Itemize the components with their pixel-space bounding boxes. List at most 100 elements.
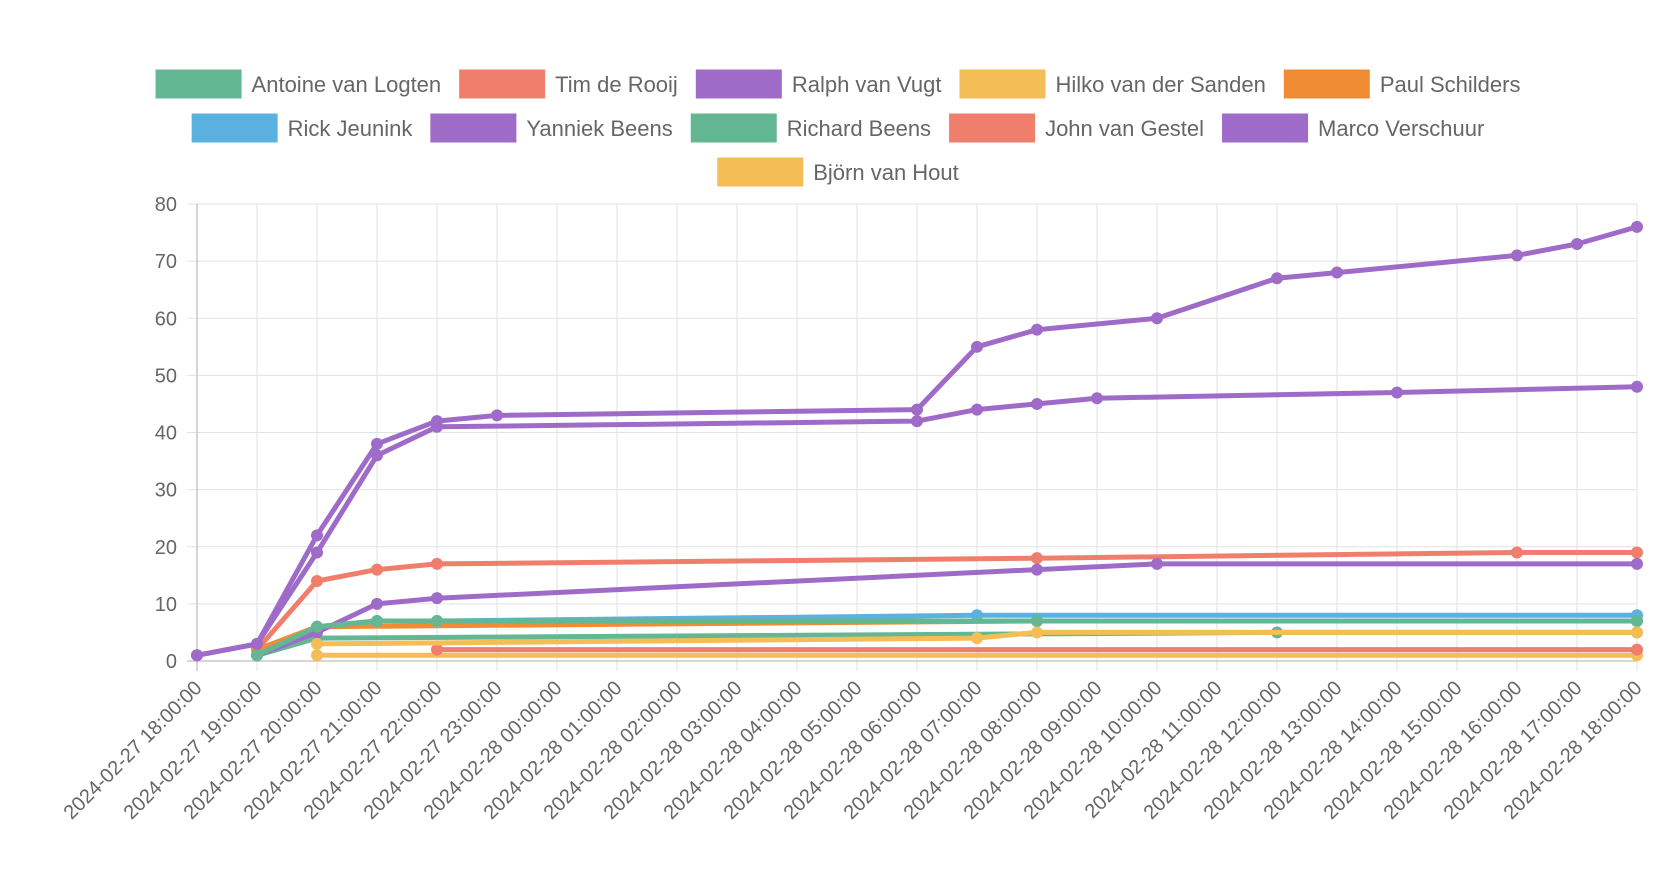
legend-swatch xyxy=(695,69,782,99)
data-point xyxy=(1091,392,1103,405)
data-point xyxy=(311,649,323,662)
legend-swatch xyxy=(690,113,777,143)
data-point xyxy=(911,415,923,428)
data-point xyxy=(251,637,263,650)
legend-label: Yanniek Beens xyxy=(526,116,672,141)
data-point xyxy=(311,575,323,588)
legend-item-paul-schilders[interactable]: Paul Schilders xyxy=(1283,69,1521,99)
series-john-van-gestel xyxy=(431,643,1643,656)
data-point xyxy=(1631,380,1643,393)
y-tick-label: 30 xyxy=(155,480,177,502)
data-point xyxy=(1031,615,1043,628)
y-tick-label: 20 xyxy=(155,537,177,559)
legend-swatch xyxy=(191,113,278,143)
series-line xyxy=(314,629,1640,647)
legend-swatch xyxy=(949,113,1036,143)
legend-item-rick-jeunink[interactable]: Rick Jeunink xyxy=(191,113,414,143)
legend-label: Richard Beens xyxy=(787,116,931,141)
y-tick-label: 0 xyxy=(166,651,177,673)
data-point xyxy=(311,546,323,559)
data-point xyxy=(311,620,323,633)
data-point xyxy=(431,643,443,656)
data-point xyxy=(1031,552,1043,565)
legend-label: Tim de Rooij xyxy=(555,72,678,97)
legend-item-richard-beens[interactable]: Richard Beens xyxy=(690,113,931,143)
data-point xyxy=(1511,546,1523,559)
legend-item-yanniek-beens[interactable]: Yanniek Beens xyxy=(430,113,673,143)
legend-item-john-van-gestel[interactable]: John van Gestel xyxy=(949,113,1204,143)
data-point xyxy=(431,420,443,433)
y-tick-label: 50 xyxy=(155,365,177,387)
data-point xyxy=(371,597,383,610)
data-point xyxy=(1631,220,1643,233)
legend-label: Antoine van Logten xyxy=(252,72,442,97)
series-marco-verschuur xyxy=(191,380,1643,662)
data-point xyxy=(971,609,983,622)
legend-label: Paul Schilders xyxy=(1380,72,1521,97)
legend-item-ralph-van-vugt[interactable]: Ralph van Vugt xyxy=(695,69,942,99)
data-point xyxy=(371,449,383,462)
data-point xyxy=(1031,323,1043,336)
y-axis: 0 10 20 30 40 50 60 70 80 xyxy=(155,194,177,673)
legend-label: Ralph van Vugt xyxy=(792,72,942,97)
legend-swatch xyxy=(1222,113,1309,143)
chart-series xyxy=(191,220,1643,662)
y-tick-label: 70 xyxy=(155,251,177,273)
data-point xyxy=(371,437,383,450)
data-point xyxy=(431,592,443,605)
data-point xyxy=(971,340,983,353)
data-point xyxy=(1631,557,1643,570)
legend-swatch xyxy=(1283,69,1370,99)
series-yanniek-beens xyxy=(251,557,1643,662)
data-point xyxy=(1271,272,1283,285)
legend-swatch xyxy=(459,69,546,99)
data-point xyxy=(971,632,983,645)
data-point xyxy=(431,557,443,570)
data-point xyxy=(1511,249,1523,262)
data-point xyxy=(1391,386,1403,399)
data-point xyxy=(1331,266,1343,279)
data-point xyxy=(1631,643,1643,656)
data-point xyxy=(1031,397,1043,410)
data-point xyxy=(911,403,923,416)
data-point xyxy=(1031,626,1043,639)
data-point xyxy=(1631,626,1643,639)
series-line xyxy=(254,618,1640,658)
data-point xyxy=(1631,546,1643,559)
data-point xyxy=(191,649,203,662)
legend-label: Björn van Hout xyxy=(813,160,959,185)
data-point xyxy=(1631,615,1643,628)
y-tick-label: 40 xyxy=(155,423,177,445)
legend-item-hilko-van-der-sanden[interactable]: Hilko van der Sanden xyxy=(959,69,1266,99)
series-ralph-van-vugt xyxy=(191,220,1643,662)
y-tick-label: 80 xyxy=(155,194,177,216)
y-tick-label: 10 xyxy=(155,594,177,616)
data-point xyxy=(311,637,323,650)
data-point xyxy=(1031,563,1043,576)
legend-swatch xyxy=(155,69,242,99)
series-bjorn-van-hout xyxy=(311,626,1643,650)
data-point xyxy=(371,615,383,628)
chart-legend: Antoine van Logten Tim de Rooij Ralph van … xyxy=(155,69,1521,187)
data-point xyxy=(251,649,263,662)
data-point xyxy=(1151,557,1163,570)
legend-swatch xyxy=(717,157,804,187)
legend-item-bjorn-van-hout[interactable]: Björn van Hout xyxy=(717,157,959,187)
data-point xyxy=(1151,312,1163,325)
legend-item-marco-verschuur[interactable]: Marco Verschuur xyxy=(1222,113,1484,143)
legend-item-tim-de-rooij[interactable]: Tim de Rooij xyxy=(459,69,678,99)
legend-swatch xyxy=(430,113,517,143)
data-point xyxy=(311,529,323,542)
legend-swatch xyxy=(959,69,1046,99)
legend-label: Marco Verschuur xyxy=(1318,116,1484,141)
data-point xyxy=(371,563,383,576)
legend-item-antoine-van-logten[interactable]: Antoine van Logten xyxy=(155,69,442,99)
series-richard-beens xyxy=(251,615,1643,662)
data-point xyxy=(491,409,503,422)
data-point xyxy=(971,403,983,416)
y-tick-label: 60 xyxy=(155,308,177,330)
legend-label: Rick Jeunink xyxy=(288,116,414,141)
data-point xyxy=(1571,237,1583,250)
